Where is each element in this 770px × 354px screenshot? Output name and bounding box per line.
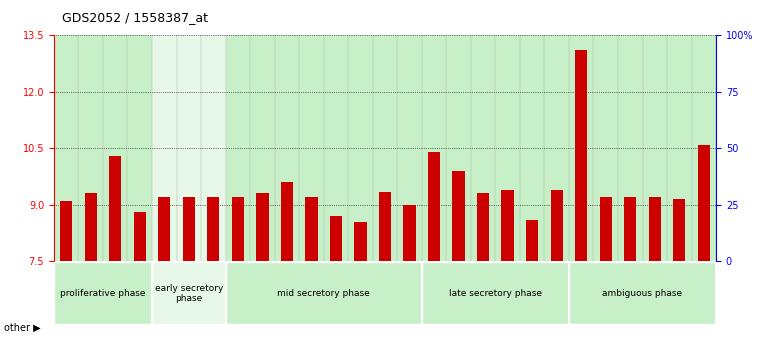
Text: early secretory
phase: early secretory phase	[155, 284, 223, 303]
Bar	[575, 51, 588, 261]
Bar	[281, 182, 293, 261]
Bar	[182, 197, 195, 261]
Bar	[305, 197, 317, 261]
Text: other ▶: other ▶	[4, 322, 41, 332]
Bar	[354, 222, 367, 261]
Text: late secretory phase: late secretory phase	[449, 289, 542, 298]
Bar	[526, 220, 538, 261]
Bar	[60, 201, 72, 261]
Bar	[330, 216, 342, 261]
Bar	[134, 212, 146, 261]
Bar	[477, 193, 489, 261]
Bar	[569, 35, 716, 261]
Bar	[232, 197, 244, 261]
Bar	[379, 192, 391, 261]
Text: mid secretory phase: mid secretory phase	[277, 289, 370, 298]
Bar	[158, 197, 170, 261]
Bar	[152, 35, 226, 261]
Bar	[403, 205, 416, 261]
Text: proliferative phase: proliferative phase	[60, 289, 146, 298]
Bar	[256, 193, 269, 261]
Bar	[109, 156, 122, 261]
Bar	[648, 197, 661, 261]
FancyBboxPatch shape	[54, 262, 152, 324]
Bar	[624, 197, 636, 261]
Bar	[226, 35, 422, 261]
Bar	[85, 193, 97, 261]
Bar	[453, 171, 465, 261]
Text: ambiguous phase: ambiguous phase	[602, 289, 682, 298]
FancyBboxPatch shape	[569, 262, 716, 324]
Bar	[207, 197, 219, 261]
Bar	[551, 190, 563, 261]
FancyBboxPatch shape	[152, 262, 226, 324]
Bar	[673, 199, 685, 261]
Bar	[428, 152, 440, 261]
Bar	[600, 197, 612, 261]
Text: GDS2052 / 1558387_at: GDS2052 / 1558387_at	[62, 11, 208, 24]
Bar	[54, 35, 152, 261]
Bar	[501, 190, 514, 261]
Bar	[698, 144, 710, 261]
FancyBboxPatch shape	[422, 262, 569, 324]
Bar	[422, 35, 569, 261]
FancyBboxPatch shape	[226, 262, 422, 324]
